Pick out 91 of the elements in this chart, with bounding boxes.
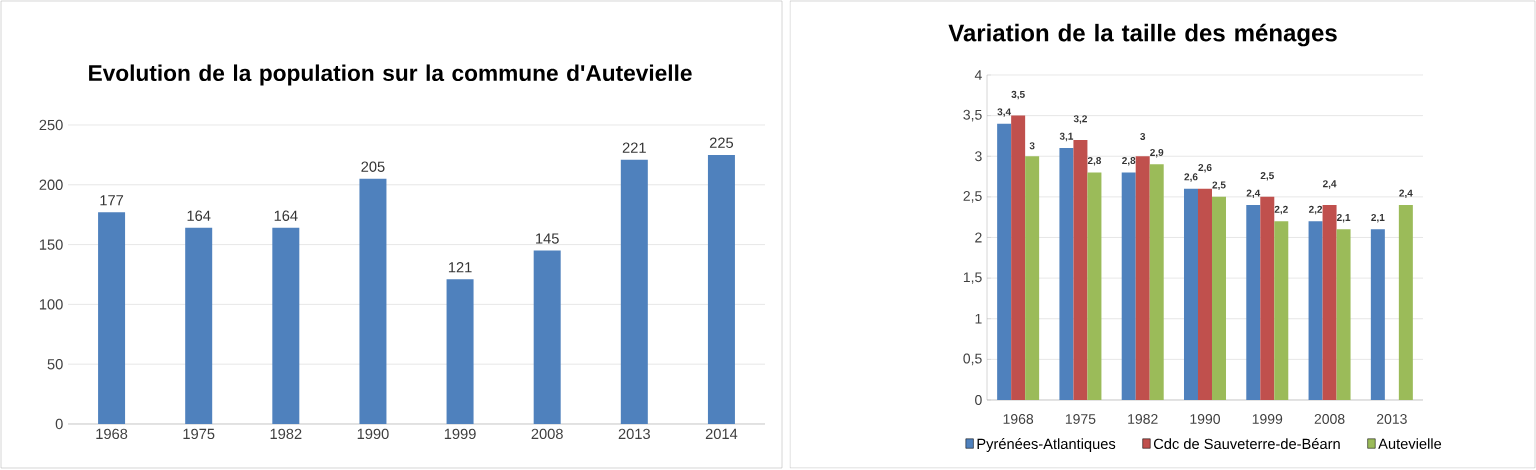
y-tick-label: 3 — [975, 151, 982, 162]
x-tick-label: 1975 — [183, 428, 215, 440]
data-label: 3,1 — [1059, 132, 1074, 142]
x-tick-label: 2014 — [705, 428, 738, 440]
data-label: 164 — [187, 210, 211, 221]
bar — [1398, 204, 1413, 400]
x-tick-label: 1968 — [96, 428, 128, 440]
bar — [98, 212, 126, 424]
bar — [1025, 156, 1040, 400]
bar — [1121, 172, 1136, 400]
x-tick-label: 2013 — [618, 428, 650, 440]
y-tick-label: 1 — [975, 313, 982, 324]
x-tick-label: 1999 — [444, 428, 476, 440]
data-label: 164 — [274, 210, 298, 221]
y-tick-label: 1,5 — [963, 272, 982, 284]
bar — [1336, 229, 1351, 400]
bar — [1011, 115, 1026, 400]
bar — [620, 159, 648, 424]
data-label: 2,8 — [1087, 157, 1102, 166]
bar — [1183, 188, 1198, 400]
data-label: 3,4 — [997, 108, 1012, 117]
data-label: 2,5 — [1260, 172, 1274, 181]
data-label: 2,6 — [1184, 173, 1198, 182]
x-tick-label: 2008 — [531, 428, 563, 440]
x-tick-label: 2008 — [1314, 414, 1345, 424]
bar — [707, 154, 735, 424]
data-label: 2,8 — [1122, 157, 1136, 166]
bar — [1197, 188, 1212, 400]
x-tick-label: 1990 — [357, 428, 389, 440]
y-tick-label: 0 — [55, 418, 63, 430]
bar — [1211, 196, 1226, 400]
data-label: 3 — [1140, 132, 1146, 140]
bar — [1149, 164, 1164, 400]
data-label: 121 — [448, 262, 472, 273]
legend-label: Cdc de Sauveterre-de-Béarn — [1153, 438, 1340, 450]
data-label: 2,4 — [1399, 189, 1413, 199]
y-tick-label: 250 — [39, 119, 63, 131]
y-tick-label: 4 — [974, 70, 982, 80]
y-tick-label: 200 — [39, 179, 63, 190]
bar — [1059, 148, 1074, 400]
data-label: 2,1 — [1371, 213, 1385, 223]
y-tick-label: 0 — [975, 395, 982, 405]
bar — [1087, 172, 1102, 400]
data-label: 3 — [1029, 142, 1035, 150]
legend-label: Autevielle — [1378, 438, 1442, 449]
x-tick-label: 1975 — [1065, 414, 1096, 424]
bar — [1246, 204, 1261, 400]
x-tick-label: 1968 — [1003, 414, 1034, 424]
x-tick-label: 1990 — [1190, 414, 1221, 424]
bar — [1308, 221, 1323, 400]
data-label: 2,5 — [1212, 181, 1226, 190]
chart-title: Evolution de la population sur la commune d'Autevielle — [89, 64, 692, 86]
data-label: 2,9 — [1150, 148, 1164, 158]
bar — [446, 279, 474, 424]
bar — [359, 178, 387, 424]
y-tick-label: 150 — [39, 239, 63, 250]
bar — [185, 227, 213, 424]
data-label: 3,5 — [1011, 90, 1025, 100]
bar — [997, 123, 1012, 400]
bar — [1322, 204, 1337, 400]
x-tick-label: 1982 — [270, 428, 302, 440]
x-tick-label: 2013 — [1376, 414, 1407, 424]
data-label: 221 — [622, 142, 646, 153]
x-tick-label: 1999 — [1252, 414, 1283, 424]
data-label: 145 — [536, 233, 559, 244]
bar — [272, 227, 300, 424]
data-label: 2,1 — [1336, 213, 1351, 223]
bar — [1135, 156, 1150, 400]
data-label: 3,2 — [1073, 115, 1087, 124]
bar — [1370, 229, 1385, 400]
y-tick-label: 3,5 — [963, 109, 982, 122]
y-tick-label: 2,5 — [963, 191, 982, 203]
y-tick-label: 2 — [975, 232, 982, 243]
chart-title: Variation de la taille des ménages — [948, 23, 1337, 47]
data-label: 205 — [361, 161, 385, 172]
data-label: 2,2 — [1308, 205, 1323, 215]
bar — [533, 250, 561, 424]
data-label: 2,4 — [1322, 180, 1337, 189]
y-tick-label: 0,5 — [963, 353, 982, 366]
data-label: 2,4 — [1246, 189, 1261, 199]
y-tick-label: 50 — [47, 359, 63, 370]
x-tick-label: 1982 — [1128, 414, 1158, 424]
data-label: 2,6 — [1198, 163, 1212, 173]
bar — [1073, 139, 1088, 400]
bar — [1274, 221, 1289, 400]
legend-label: Pyrénées-Atlantiques — [977, 438, 1116, 452]
data-label: 177 — [100, 195, 124, 206]
bar — [1260, 196, 1275, 400]
data-label: 225 — [709, 137, 734, 148]
data-label: 2,2 — [1274, 205, 1288, 215]
y-tick-label: 100 — [39, 299, 63, 310]
